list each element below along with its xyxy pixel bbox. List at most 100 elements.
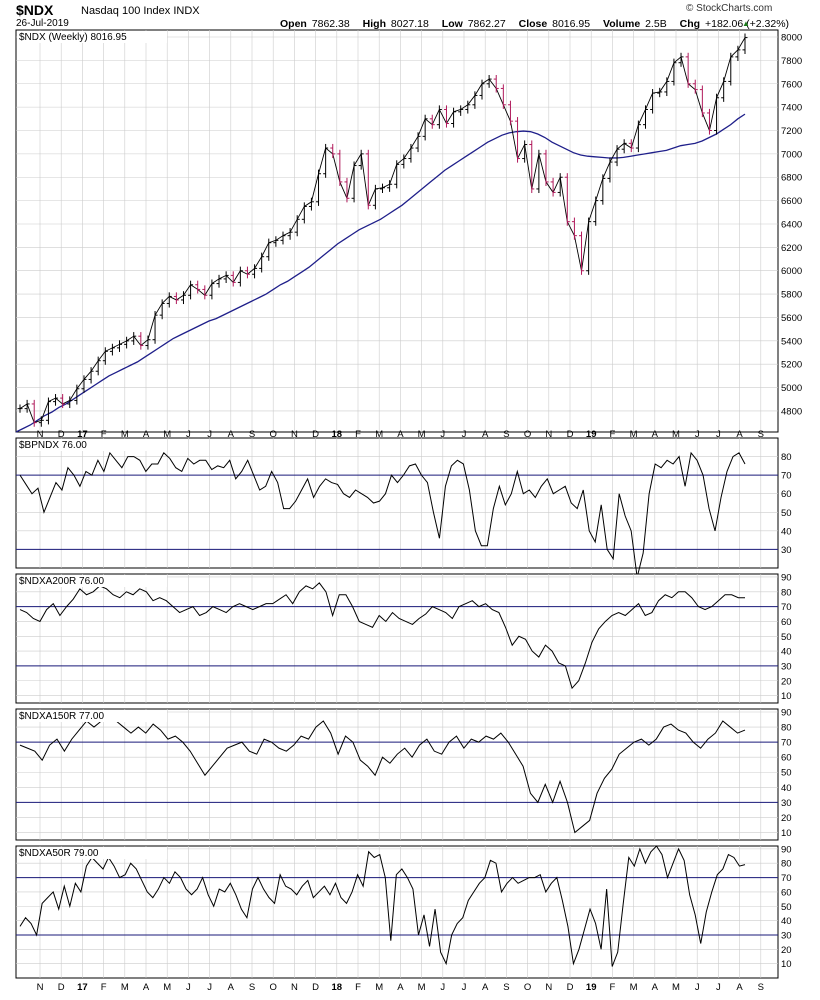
x-tick-label: J <box>716 982 721 993</box>
ndxa200r-label: $NDXA200R 76.00 <box>19 576 104 587</box>
x-tick-label: M <box>163 982 171 993</box>
up-arrow-icon: ▲ <box>742 19 750 28</box>
x-tick-label: A <box>482 982 489 993</box>
open-value: 7862.38 <box>311 18 350 30</box>
close-value: 8016.95 <box>552 18 591 30</box>
ndxa150r-line <box>19 717 746 834</box>
panel-label-bg <box>17 847 167 859</box>
ndxa200r-panel <box>15 573 779 704</box>
x-tick-label: M <box>375 982 383 993</box>
y-tick-label: 6200 <box>781 243 802 254</box>
x-tick-label: 19 <box>586 982 597 993</box>
ndxa50r-frame <box>15 845 779 979</box>
ndxa50r-label: $NDXA50R 79.00 <box>19 848 99 859</box>
x-tick-label: F <box>609 429 615 440</box>
price-frame <box>15 29 779 433</box>
panel-label-bg <box>17 575 167 587</box>
x-tick-label: J <box>186 982 191 993</box>
ndxa50r-line <box>19 845 746 967</box>
x-tick-label: J <box>440 429 445 440</box>
y-tick-label: 4800 <box>781 406 802 417</box>
x-tick-label: D <box>58 982 65 993</box>
panel-label-bg <box>17 439 167 451</box>
x-tick-label: J <box>207 982 212 993</box>
x-tick-label: A <box>143 429 150 440</box>
y-tick-label: 6800 <box>781 173 802 184</box>
x-tick-label: 17 <box>77 429 88 440</box>
ndxa50r-panel <box>15 845 779 979</box>
chg-value: +182.06 (+2.32%) <box>704 18 790 30</box>
x-tick-label: N <box>545 982 552 993</box>
x-tick-label: D <box>567 982 574 993</box>
x-tick-label: A <box>228 429 235 440</box>
y-tick-label: 30 <box>781 661 792 672</box>
x-tick-label: M <box>418 982 426 993</box>
x-tick-label: A <box>652 982 659 993</box>
y-tick-label: 70 <box>781 873 792 884</box>
y-tick-label: 90 <box>781 708 792 719</box>
x-tick-label: M <box>418 429 426 440</box>
x-tick-label: J <box>695 429 700 440</box>
x-tick-label: S <box>758 429 764 440</box>
x-tick-label: F <box>355 982 361 993</box>
y-tick-label: 6000 <box>781 266 802 277</box>
y-tick-label: 40 <box>781 647 792 658</box>
x-tick-label: M <box>672 982 680 993</box>
chart-date: 26-Jul-2019 <box>16 18 69 29</box>
y-tick-label: 30 <box>781 545 792 556</box>
bpndx-panel <box>15 437 779 578</box>
x-tick-label: N <box>37 982 44 993</box>
y-tick-label: 90 <box>781 844 792 855</box>
high-value: 8027.18 <box>390 18 429 30</box>
ndxa150r-frame <box>15 708 779 841</box>
bpndx-frame <box>15 437 779 569</box>
x-tick-label: M <box>121 982 129 993</box>
x-tick-label: S <box>503 982 509 993</box>
x-tick-label: S <box>503 429 509 440</box>
x-tick-label: 19 <box>586 429 597 440</box>
y-tick-label: 80 <box>781 587 792 598</box>
low-label: Low <box>441 18 463 30</box>
ndxa200r-line <box>19 582 745 690</box>
symbol-title: $NDX <box>16 2 54 18</box>
volume-label: Volume <box>603 18 641 30</box>
ndxa150r-panel <box>15 708 779 841</box>
x-tick-label: D <box>58 429 65 440</box>
y-tick-label: 70 <box>781 738 792 749</box>
y-tick-label: 5800 <box>781 290 802 301</box>
price-label: $NDX (Weekly) 8016.95 <box>19 32 127 43</box>
x-tick-label: A <box>736 982 743 993</box>
y-tick-label: 60 <box>781 753 792 764</box>
x-tick-label: S <box>249 429 255 440</box>
high-label: High <box>362 18 386 30</box>
y-tick-label: 50 <box>781 632 792 643</box>
x-tick-label: A <box>143 982 150 993</box>
x-tick-label: S <box>249 982 255 993</box>
y-tick-label: 7400 <box>781 103 802 114</box>
x-tick-label: M <box>121 429 129 440</box>
y-tick-label: 40 <box>781 783 792 794</box>
x-tick-label: D <box>312 982 319 993</box>
bpndx-line <box>19 451 746 578</box>
volume-value: 2.5B <box>645 18 667 30</box>
x-tick-label: M <box>163 429 171 440</box>
x-tick-label: N <box>545 429 552 440</box>
y-tick-label: 6400 <box>781 219 802 230</box>
x-tick-label: A <box>397 429 404 440</box>
open-label: Open <box>280 18 307 30</box>
x-tick-label: O <box>270 429 277 440</box>
y-tick-label: 5000 <box>781 383 802 394</box>
bpndx-label: $BPNDX 76.00 <box>19 440 87 451</box>
x-tick-label: N <box>291 982 298 993</box>
x-tick-label: N <box>291 429 298 440</box>
close-label: Close <box>518 18 548 30</box>
x-tick-label: J <box>440 982 445 993</box>
panel-label-bg <box>17 710 167 722</box>
x-tick-label: F <box>609 982 615 993</box>
x-tick-label: A <box>228 982 235 993</box>
y-tick-label: 50 <box>781 508 792 519</box>
y-tick-label: 7200 <box>781 126 802 137</box>
y-tick-label: 70 <box>781 602 792 613</box>
y-tick-label: 60 <box>781 617 792 628</box>
y-tick-label: 20 <box>781 676 792 687</box>
